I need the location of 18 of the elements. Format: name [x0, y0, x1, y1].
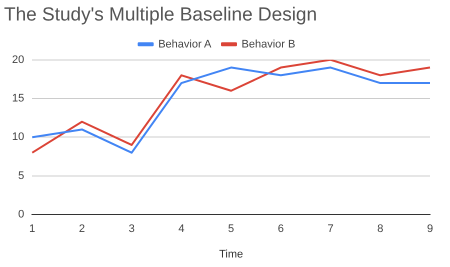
y-tick-label: 15 — [12, 92, 24, 105]
y-tick-label: 5 — [18, 170, 24, 182]
x-tick-label: 1 — [29, 223, 36, 236]
y-tick-label: 20 — [12, 54, 24, 66]
y-tick-label: 0 — [18, 208, 24, 221]
legend-label: Behavior B — [242, 38, 296, 50]
x-axis-title: Time — [219, 248, 244, 260]
y-tick-label: 10 — [12, 131, 24, 144]
legend-label: Behavior A — [158, 38, 212, 50]
x-tick-label: 3 — [128, 223, 135, 236]
chart-title: The Study's Multiple Baseline Design — [4, 4, 318, 26]
x-tick-label: 6 — [278, 223, 284, 236]
x-tick-label: 4 — [178, 223, 184, 236]
x-tick-label: 9 — [426, 223, 434, 236]
x-tick-label: 2 — [78, 223, 86, 236]
x-tick-label: 8 — [377, 223, 384, 236]
x-tick-label: 5 — [228, 223, 234, 236]
x-tick-label: 7 — [327, 223, 334, 236]
